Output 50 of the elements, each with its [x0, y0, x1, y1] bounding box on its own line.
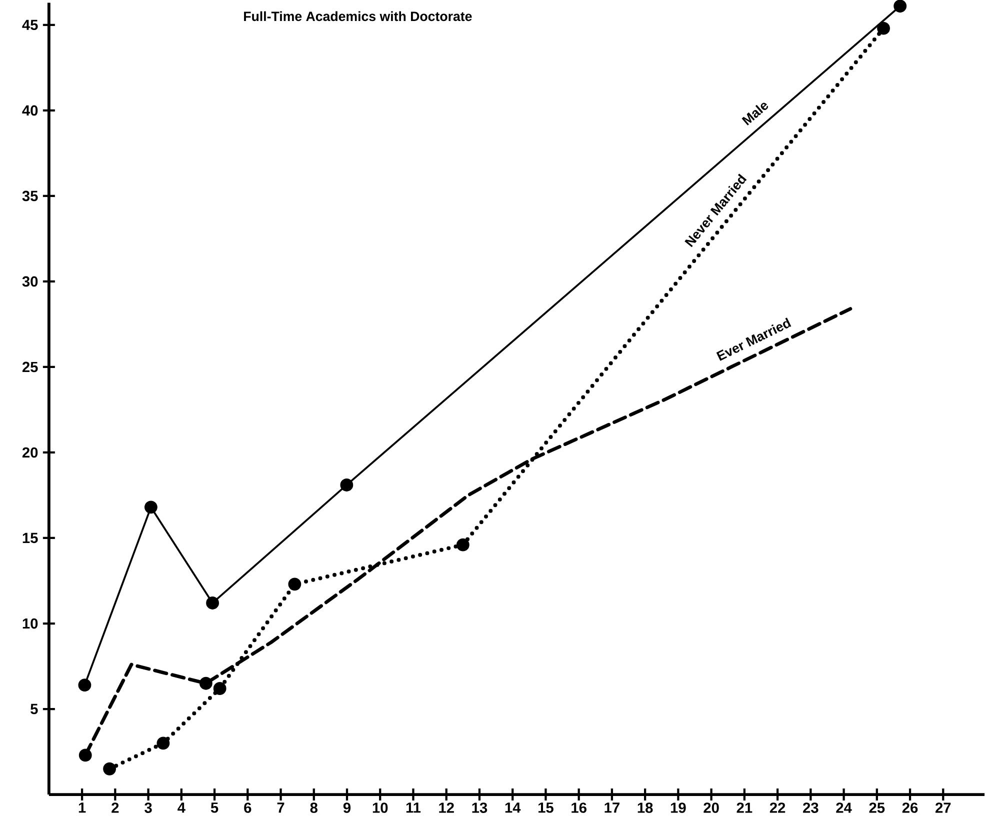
x-tick-label: 23: [803, 802, 818, 813]
x-tick-label: 3: [144, 802, 152, 813]
x-tick-label: 21: [736, 802, 752, 813]
point: [456, 538, 470, 552]
point: [199, 676, 212, 690]
point: [144, 500, 158, 514]
x-tick-label: 10: [372, 802, 388, 813]
x-tick-label: 1: [78, 802, 86, 812]
x-tick-label: 4: [178, 802, 186, 812]
x-tick-label: 24: [836, 802, 852, 813]
x-tick-label: 5: [210, 802, 218, 813]
point: [156, 736, 170, 750]
point: [340, 478, 354, 492]
y-tick-label: 35: [22, 190, 38, 201]
x-tick-label: 2: [112, 802, 119, 813]
x-tick-label: 17: [604, 802, 620, 812]
y-tick-label: 45: [22, 20, 38, 30]
point: [213, 682, 226, 695]
y-tick-label: 25: [22, 362, 38, 372]
y-tick-label: 15: [22, 532, 38, 543]
x-tick-label: 26: [902, 802, 918, 813]
y-tick-label: 30: [22, 276, 38, 286]
point: [206, 596, 219, 610]
point: [288, 577, 302, 590]
x-tick-label: 8: [310, 802, 318, 813]
x-tick-label: 22: [770, 802, 786, 813]
y-tick-label: 10: [22, 618, 38, 628]
x-tick-label: 11: [406, 802, 421, 812]
x-tick-label: 7: [277, 802, 284, 812]
point: [78, 748, 92, 762]
x-tick-label: 16: [572, 802, 586, 813]
y-tick-label: 40: [22, 105, 38, 116]
x-tick-label: 27: [936, 802, 951, 813]
y-tick-label: 5: [30, 704, 38, 714]
x-tick-label: 13: [472, 802, 488, 813]
x-tick-label: 20: [704, 802, 719, 813]
x-tick-label: 15: [538, 802, 554, 813]
point: [78, 678, 92, 692]
text: Full-Time Academics with Doctorate: [244, 11, 472, 21]
y-tick-label: 20: [22, 447, 38, 458]
x-tick-label: 6: [244, 802, 252, 813]
point: [103, 762, 116, 776]
point: [894, 0, 907, 12]
x-tick-label: 14: [505, 802, 521, 812]
x-tick-label: 9: [343, 802, 351, 813]
point: [877, 22, 890, 35]
x-tick-label: 25: [869, 802, 885, 813]
x-tick-label: 18: [638, 802, 653, 813]
x-tick-label: 12: [439, 802, 454, 813]
x-tick-label: 19: [670, 802, 686, 813]
